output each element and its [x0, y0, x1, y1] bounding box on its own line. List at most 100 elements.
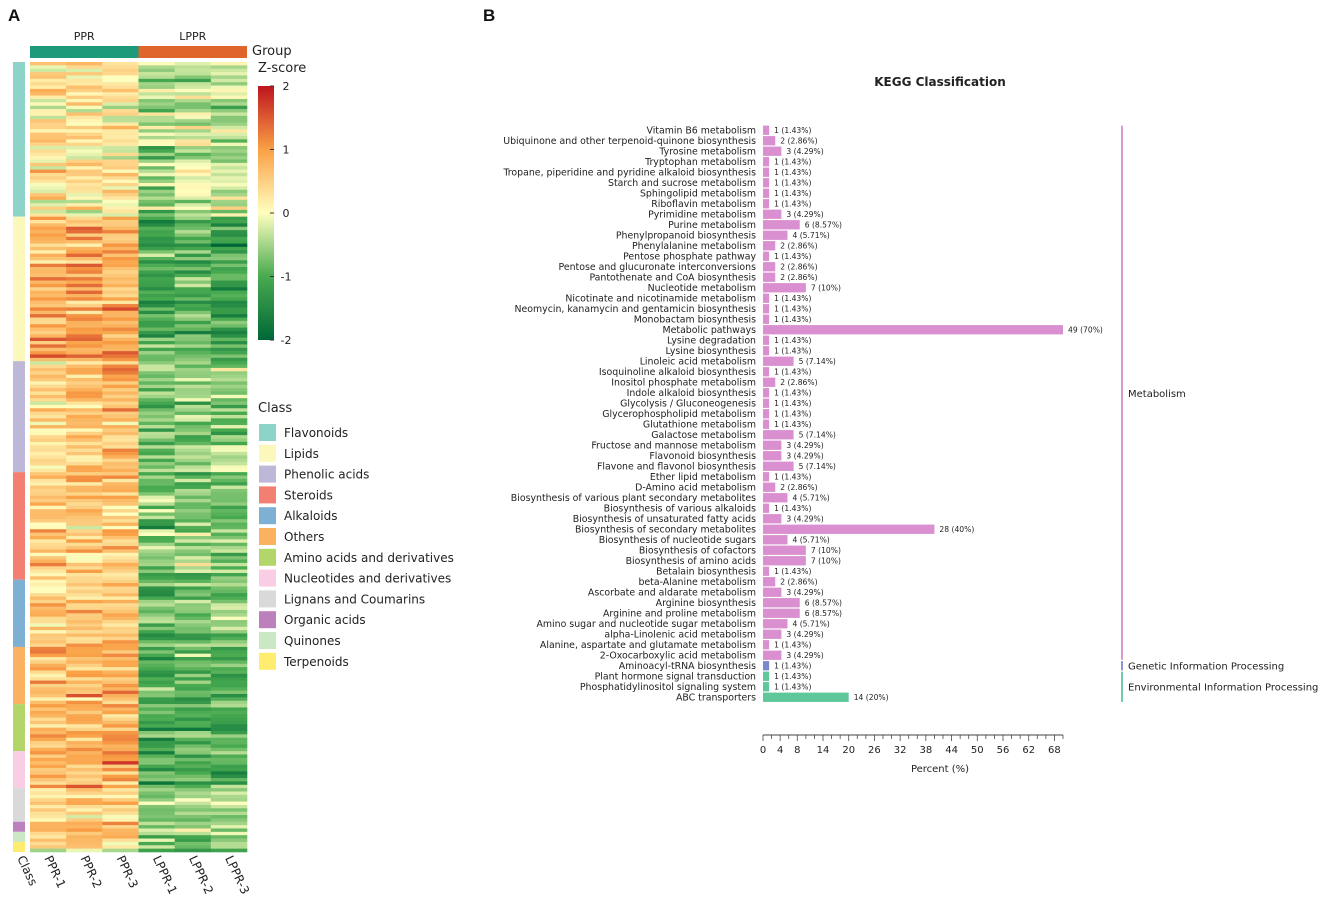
category-label-53: Phosphatidylinositol signaling system	[580, 682, 756, 693]
bar-24	[763, 377, 776, 387]
bar-39	[763, 535, 788, 545]
heatmap-cell	[66, 673, 103, 678]
heatmap-cell	[66, 122, 103, 127]
heatmap-cell	[66, 125, 103, 130]
category-label-20: Lysine degradation	[667, 336, 756, 347]
heatmap-cell	[102, 334, 139, 338]
heatmap-cell	[102, 811, 139, 816]
heatmap-cell	[66, 670, 103, 675]
heatmap-cell	[30, 270, 67, 275]
heatmap-cell	[174, 162, 212, 167]
heatmap-cell	[30, 233, 67, 238]
heatmap-cell	[210, 596, 248, 601]
heatmap-cell	[138, 273, 175, 278]
heatmap-cell	[138, 330, 175, 335]
heatmap-cell	[30, 562, 67, 567]
heatmap-cell	[174, 683, 212, 688]
heatmap-cell	[138, 246, 175, 251]
heatmap-cell	[66, 465, 103, 470]
heatmap-cell	[30, 246, 67, 251]
heatmap-cell	[174, 771, 212, 775]
bar-8	[763, 209, 782, 219]
data-label-38: 28 (40%)	[939, 525, 974, 534]
heatmap-cell	[102, 428, 139, 433]
heatmap-cell	[174, 72, 212, 76]
heatmap-cell	[30, 576, 67, 580]
heatmap-cell	[210, 156, 248, 160]
heatmap-cell	[30, 767, 67, 772]
heatmap-cell	[210, 583, 248, 587]
category-label-1: Ubiquinone and other terpenoid-quinone b…	[503, 136, 756, 147]
heatmap-cell	[210, 818, 248, 823]
heatmap-cell	[102, 593, 139, 597]
heatmap-cell	[138, 536, 175, 540]
heatmap-cell	[30, 680, 67, 685]
heatmap-cell	[66, 92, 103, 96]
heatmap-cell	[138, 411, 175, 416]
heatmap-cell	[174, 599, 212, 604]
heatmap-cell	[30, 653, 67, 658]
heatmap-cell	[210, 572, 248, 577]
heatmap-cell	[66, 280, 103, 285]
heatmap-cell	[210, 172, 248, 177]
heatmap-cell	[210, 589, 248, 594]
data-label-18: 1 (1.43%)	[774, 315, 811, 324]
heatmap-cell	[210, 653, 248, 658]
category-label-28: Glutathione metabolism	[643, 420, 756, 431]
heatmap-cell	[30, 771, 67, 775]
heatmap-cell	[66, 411, 103, 416]
heatmap-cell	[138, 159, 175, 164]
heatmap-cell	[174, 630, 212, 634]
heatmap-cell	[102, 720, 139, 725]
heatmap-cell	[174, 562, 212, 567]
heatmap-cell	[174, 458, 212, 463]
heatmap-cell	[210, 640, 248, 644]
heatmap-cell	[138, 418, 175, 422]
heatmap-cell	[174, 694, 212, 698]
heatmap-cell	[138, 616, 175, 621]
heatmap-cell	[174, 606, 212, 611]
heatmap-cell	[66, 428, 103, 433]
heatmap-cell	[102, 314, 139, 318]
x-tick-label: 26	[868, 745, 881, 756]
heatmap-cell	[210, 673, 248, 678]
heatmap-cell	[66, 529, 103, 533]
heatmap-cell	[138, 223, 175, 228]
heatmap-cell	[138, 653, 175, 658]
data-label-9: 6 (8.57%)	[805, 220, 842, 229]
heatmap-cell	[66, 552, 103, 557]
heatmap-cell	[66, 741, 103, 745]
heatmap-cell	[102, 630, 139, 634]
heatmap-cell	[138, 394, 175, 399]
heatmap-cell	[66, 636, 103, 641]
heatmap-cell	[174, 196, 212, 201]
heatmap-cell	[210, 216, 248, 221]
heatmap-cell	[138, 737, 175, 742]
heatmap-cell	[174, 593, 212, 597]
heatmap-cell	[174, 542, 212, 547]
data-label-33: 1 (1.43%)	[774, 472, 811, 481]
heatmap-cell	[174, 502, 212, 507]
heatmap-cell	[210, 391, 248, 396]
heatmap-cell	[102, 129, 139, 133]
heatmap-cell	[102, 297, 139, 301]
heatmap-cell	[30, 361, 67, 365]
category-label-13: Pentose and glucuronate interconversions	[559, 262, 757, 273]
heatmap-cell	[30, 337, 67, 342]
heatmap-cell	[210, 162, 248, 167]
heatmap-cell	[66, 707, 103, 712]
group-annotation: PPR LPPR	[30, 30, 247, 58]
heatmap-cell	[210, 495, 248, 500]
heatmap-cell	[210, 169, 248, 174]
heatmap-cell	[66, 183, 103, 187]
heatmap-cell	[210, 233, 248, 238]
x-axis: 0 4 8 14 20 26 32 38 44 50 56 62 68	[760, 734, 1064, 756]
heatmap-cell	[138, 583, 175, 587]
heatmap-cell	[30, 499, 67, 503]
heatmap-cell	[174, 613, 212, 617]
heatmap-cell	[210, 646, 248, 651]
heatmap-cell	[174, 394, 212, 399]
heatmap-cell	[66, 213, 103, 217]
legend-swatch-9	[259, 611, 276, 629]
